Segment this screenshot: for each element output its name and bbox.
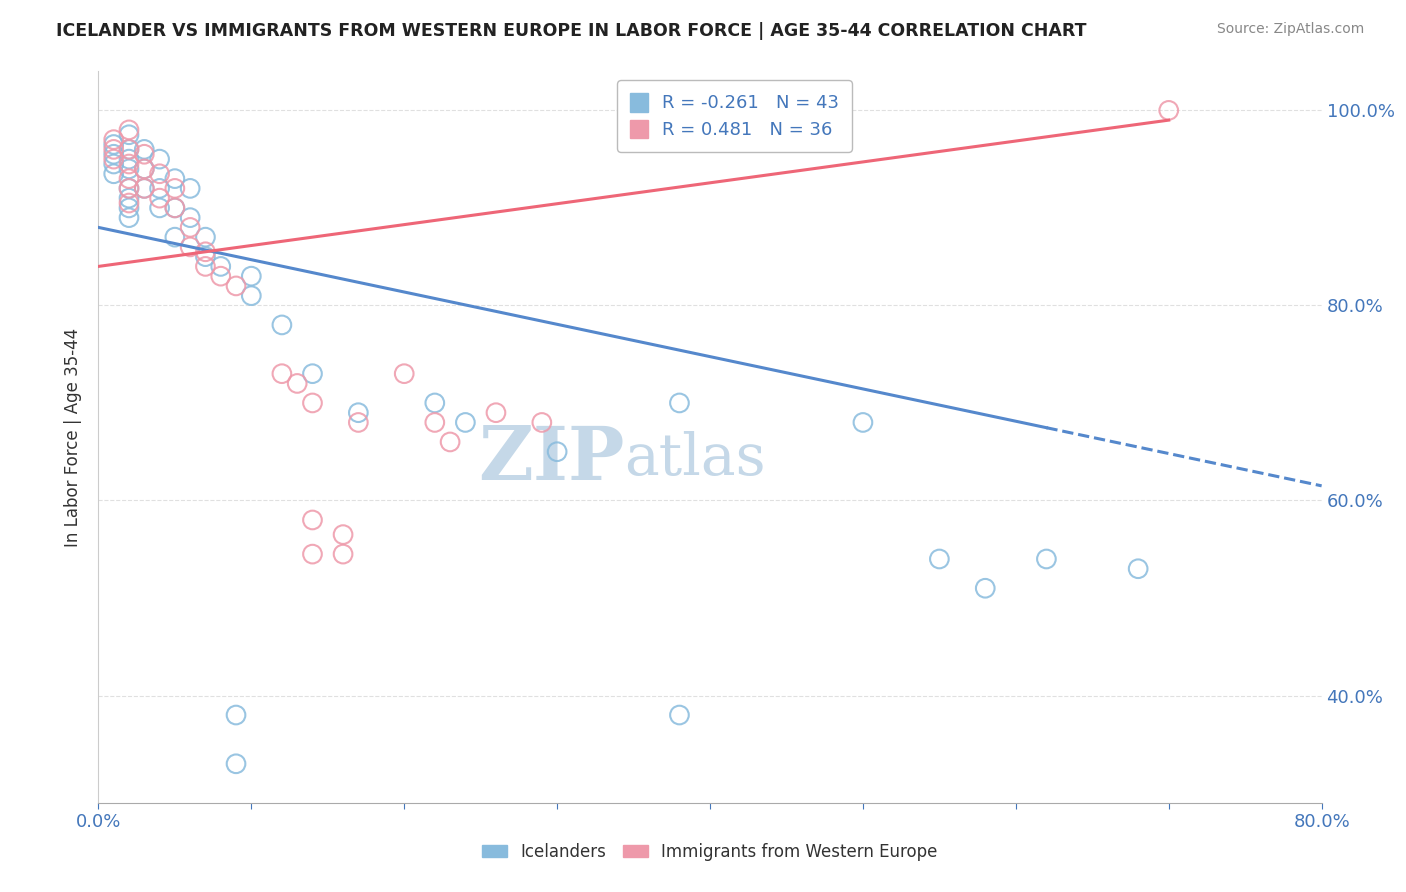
Text: ICELANDER VS IMMIGRANTS FROM WESTERN EUROPE IN LABOR FORCE | AGE 35-44 CORRELATI: ICELANDER VS IMMIGRANTS FROM WESTERN EUR… [56, 22, 1087, 40]
Point [118, 142, 141, 156]
Point [163, 201, 186, 215]
Point [179, 240, 201, 254]
Point [852, 416, 875, 430]
Point [118, 142, 141, 156]
Point [332, 527, 354, 541]
Point [270, 318, 292, 332]
Point [974, 581, 997, 595]
Point [163, 171, 186, 186]
Point [134, 161, 156, 176]
Point [118, 123, 141, 137]
Point [118, 181, 141, 195]
Point [103, 142, 125, 156]
Point [134, 147, 156, 161]
Point [163, 230, 186, 244]
Point [149, 201, 172, 215]
Text: atlas: atlas [624, 431, 766, 487]
Point [134, 181, 156, 195]
Point [103, 157, 125, 171]
Point [134, 181, 156, 195]
Text: ZIP: ZIP [478, 423, 624, 496]
Point [209, 269, 232, 284]
Point [118, 152, 141, 166]
Point [118, 128, 141, 142]
Point [118, 201, 141, 215]
Point [332, 547, 354, 561]
Point [485, 406, 508, 420]
Point [301, 367, 323, 381]
Point [225, 756, 247, 771]
Point [149, 191, 172, 205]
Point [1157, 103, 1180, 118]
Point [134, 161, 156, 176]
Point [301, 547, 323, 561]
Point [285, 376, 308, 391]
Point [240, 269, 263, 284]
Point [103, 167, 125, 181]
Text: Source: ZipAtlas.com: Source: ZipAtlas.com [1216, 22, 1364, 37]
Point [118, 181, 141, 195]
Point [179, 220, 201, 235]
Point [546, 444, 568, 458]
Point [439, 434, 461, 449]
Point [347, 416, 370, 430]
Point [103, 133, 125, 147]
Point [194, 230, 217, 244]
Point [194, 244, 217, 259]
Point [454, 416, 477, 430]
Point [347, 406, 370, 420]
Point [1128, 562, 1150, 576]
Point [103, 152, 125, 166]
Point [179, 211, 201, 225]
Point [194, 260, 217, 274]
Point [668, 396, 690, 410]
Point [118, 161, 141, 176]
Point [118, 171, 141, 186]
Point [240, 288, 263, 302]
Y-axis label: In Labor Force | Age 35-44: In Labor Force | Age 35-44 [65, 327, 83, 547]
Point [225, 708, 247, 723]
Point [118, 157, 141, 171]
Point [118, 196, 141, 211]
Point [928, 552, 950, 566]
Point [1035, 552, 1057, 566]
Point [194, 250, 217, 264]
Point [118, 191, 141, 205]
Point [301, 396, 323, 410]
Point [530, 416, 553, 430]
Legend: Icelanders, Immigrants from Western Europe: Icelanders, Immigrants from Western Euro… [475, 837, 945, 868]
Point [163, 201, 186, 215]
Point [423, 396, 446, 410]
Point [225, 279, 247, 293]
Point [301, 513, 323, 527]
Point [149, 167, 172, 181]
Point [149, 152, 172, 166]
Point [392, 367, 416, 381]
Point [103, 147, 125, 161]
Point [668, 708, 690, 723]
Point [179, 181, 201, 195]
Point [134, 142, 156, 156]
Point [103, 137, 125, 152]
Point [118, 211, 141, 225]
Point [209, 260, 232, 274]
Point [163, 181, 186, 195]
Point [270, 367, 292, 381]
Point [149, 181, 172, 195]
Point [423, 416, 446, 430]
